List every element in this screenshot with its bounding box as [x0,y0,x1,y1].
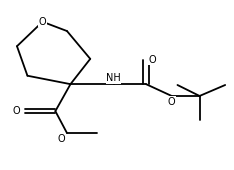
Text: NH: NH [106,73,121,83]
Text: O: O [39,17,46,27]
Text: O: O [148,55,156,65]
Text: O: O [168,97,176,107]
Text: O: O [13,106,20,116]
Text: O: O [57,134,65,144]
